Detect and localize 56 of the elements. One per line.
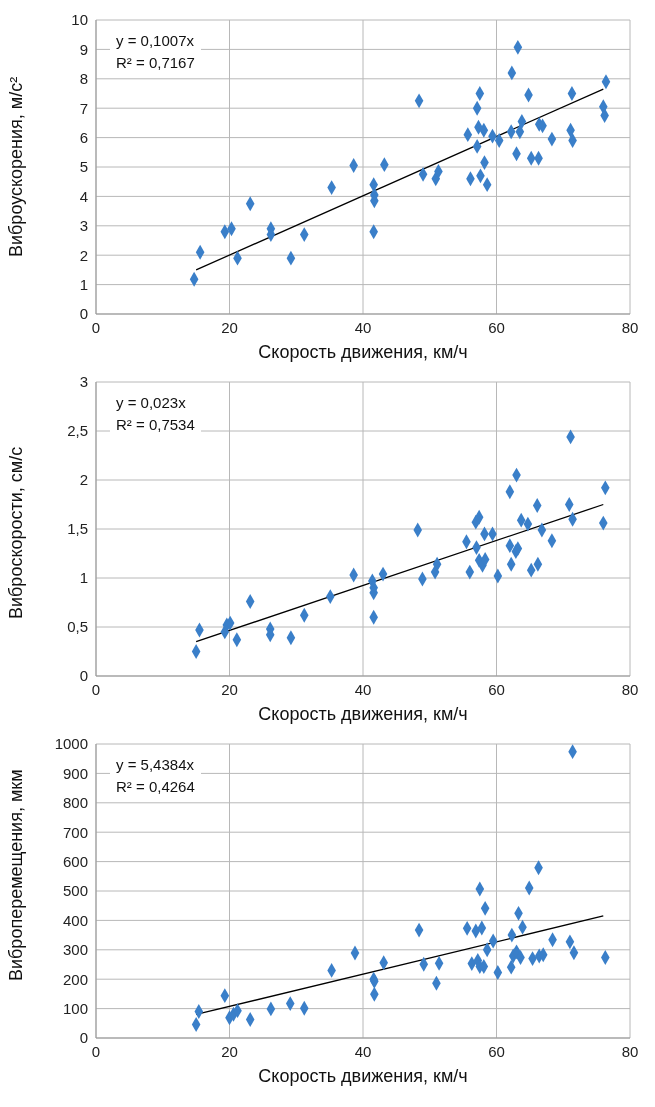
- x-tick-label: 60: [488, 318, 505, 336]
- y-tick-label: 100: [62, 999, 88, 1017]
- x-axis-title: Скорость движения, км/ч: [258, 1066, 468, 1086]
- y-tick-label: 600: [62, 852, 88, 870]
- y-tick-label: 1: [79, 569, 88, 587]
- y-tick-label: 1: [79, 275, 88, 293]
- y-tick-label: 2,5: [67, 422, 88, 440]
- x-axis-title: Скорость движения, км/ч: [258, 704, 468, 724]
- x-tick-label: 20: [221, 680, 238, 698]
- x-tick-label: 40: [354, 680, 372, 698]
- y-tick-label: 0,5: [67, 618, 88, 636]
- annotation: R² = 0,7534: [116, 415, 195, 435]
- x-tick-label: 60: [488, 1042, 505, 1060]
- x-axis-title: Скорость движения, км/ч: [258, 342, 468, 362]
- y-tick-label: 900: [62, 764, 88, 782]
- x-tick-label: 80: [621, 1042, 639, 1060]
- y-tick-label: 700: [62, 823, 88, 841]
- x-tick-label: 20: [221, 318, 238, 336]
- x-tick-label: 0: [91, 680, 101, 698]
- annotation: R² = 0,7167: [116, 53, 195, 73]
- y-tick-label: 300: [62, 941, 88, 959]
- y-tick-label: 1000: [54, 735, 88, 753]
- y-tick-label: 4: [79, 187, 88, 205]
- x-tick-label: 0: [91, 318, 101, 336]
- y-tick-label: 0: [79, 1029, 88, 1047]
- x-tick-label: 40: [354, 318, 372, 336]
- x-tick-label: 60: [488, 680, 505, 698]
- x-tick-label: 20: [221, 1042, 238, 1060]
- y-tick-label: 2: [79, 246, 88, 264]
- y-tick-label: 0: [79, 667, 88, 685]
- y-tick-label: 0: [79, 305, 88, 323]
- y-tick-label: 8: [79, 70, 88, 88]
- y-tick-label: 6: [79, 128, 88, 146]
- annotation: R² = 0,4264: [116, 777, 195, 797]
- y-tick-label: 10: [71, 11, 88, 29]
- annotation: y = 0,023x: [116, 393, 187, 413]
- y-tick-label: 2: [79, 471, 88, 489]
- y-tick-label: 3: [79, 217, 88, 235]
- y-tick-label: 1,5: [67, 520, 88, 538]
- y-tick-label: 7: [79, 99, 88, 117]
- y-tick-label: 500: [62, 882, 88, 900]
- y-tick-label: 3: [79, 373, 88, 391]
- y-axis-title: Виброускорения, м/с²: [6, 76, 27, 257]
- y-tick-label: 400: [62, 911, 88, 929]
- y-tick-label: 5: [79, 158, 88, 176]
- y-tick-label: 9: [79, 40, 88, 58]
- x-tick-label: 40: [354, 1042, 372, 1060]
- annotation: y = 0,1007x: [116, 31, 195, 51]
- annotation: y = 5,4384x: [116, 755, 195, 775]
- y-tick-label: 200: [62, 970, 88, 988]
- x-tick-label: 0: [91, 1042, 101, 1060]
- y-axis-title: Виброперемещения, мкм: [6, 769, 27, 981]
- y-axis-title: Виброскорости, см/с: [6, 446, 27, 619]
- x-tick-label: 80: [621, 680, 639, 698]
- y-tick-label: 800: [62, 794, 88, 812]
- x-tick-label: 80: [621, 318, 639, 336]
